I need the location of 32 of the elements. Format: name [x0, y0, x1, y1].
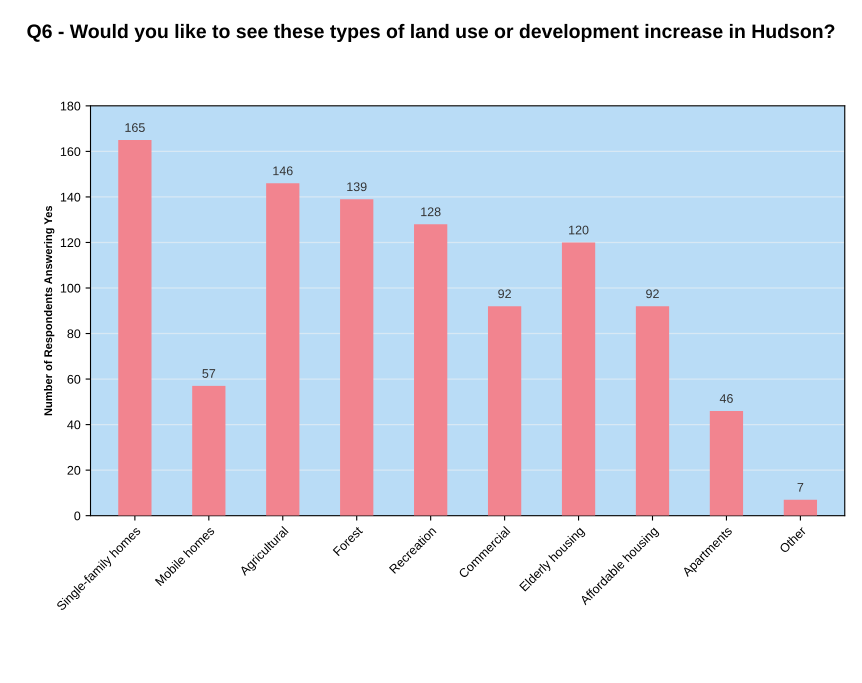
bar [414, 224, 448, 516]
bar [710, 410, 744, 516]
data-label: 165 [125, 123, 145, 132]
y-tick-label: 0 [74, 511, 80, 520]
y-tick-label: 140 [60, 192, 80, 202]
y-tick-label: 120 [60, 238, 80, 248]
y-axis-title: Number of Respondents Answering Yes [44, 206, 54, 416]
bar [636, 306, 670, 516]
bar [118, 140, 152, 516]
data-label: 57 [202, 369, 216, 378]
y-tick-label: 40 [67, 420, 80, 430]
bar [340, 199, 374, 516]
bar [562, 242, 596, 516]
bar [784, 500, 818, 516]
y-tick-label: 180 [60, 102, 80, 111]
data-label: 139 [347, 182, 367, 192]
data-label: 146 [273, 166, 293, 176]
bar [266, 183, 300, 516]
data-label: 7 [798, 482, 804, 492]
y-tick-label: 20 [68, 466, 80, 475]
y-tick-label: 100 [60, 284, 80, 293]
data-label: 92 [498, 289, 511, 298]
data-label: 92 [646, 289, 659, 298]
data-label: 46 [720, 394, 733, 403]
data-label: 128 [421, 207, 441, 216]
y-tick-label: 160 [60, 147, 80, 156]
data-label: 120 [569, 226, 588, 234]
chart-title: Q6 - Would you like to see these types of land use or development increase in Hudson? [27, 24, 834, 42]
bar [192, 386, 226, 516]
y-tick-label: 80 [67, 329, 80, 338]
y-tick-label: 60 [68, 374, 80, 384]
bar [488, 306, 522, 516]
